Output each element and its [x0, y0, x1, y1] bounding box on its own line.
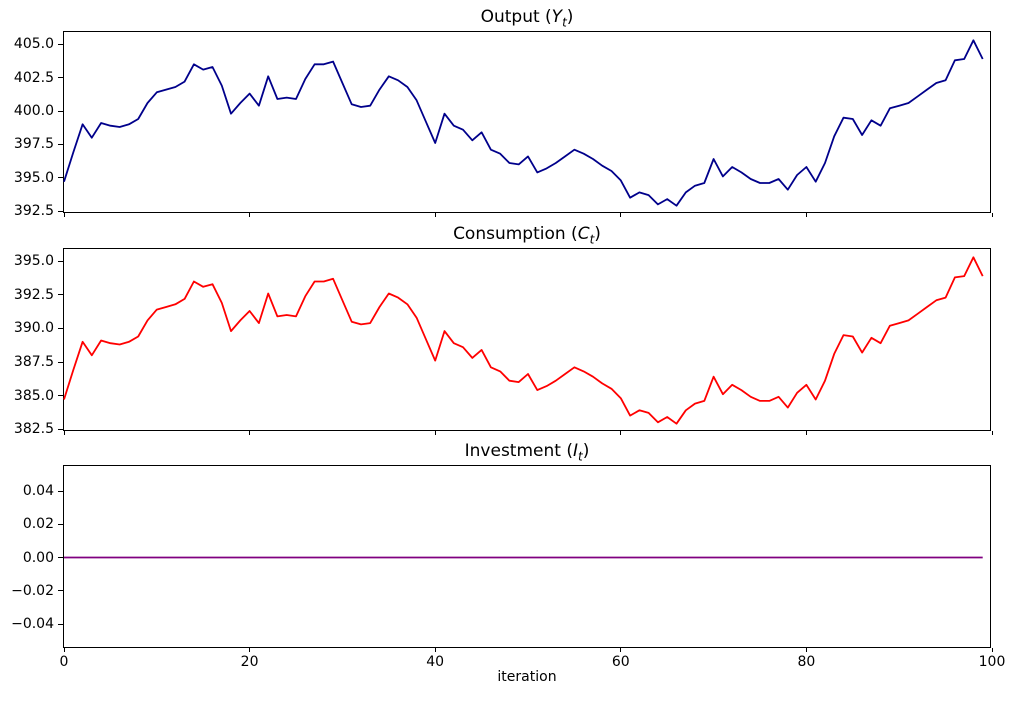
- y-tick-mark: [58, 490, 63, 492]
- y-tick-mark: [58, 177, 63, 179]
- x-tick-mark: [805, 648, 807, 652]
- x-tick-mark: [249, 213, 251, 217]
- xtick-label: 80: [797, 654, 816, 670]
- x-tick-mark: [620, 431, 622, 435]
- consumption-ytick-label: 395.0: [13, 253, 54, 270]
- x-tick-mark: [249, 431, 251, 435]
- y-tick-mark: [58, 143, 63, 145]
- y-tick-mark: [58, 260, 63, 262]
- x-tick-mark: [63, 213, 65, 217]
- y-tick-mark: [58, 77, 63, 79]
- y-tick-mark: [58, 327, 63, 329]
- consumption-ytick-label: 390.0: [13, 320, 54, 337]
- x-tick-mark: [991, 648, 993, 652]
- output-chart-title: Output (Yt): [480, 7, 574, 30]
- x-tick-mark: [63, 431, 65, 435]
- xtick-label: 0: [59, 654, 69, 670]
- xtick-label: 20: [240, 654, 259, 670]
- output-ytick-label: 392.5: [13, 203, 54, 220]
- y-tick-mark: [58, 623, 63, 625]
- x-tick-mark: [991, 213, 993, 217]
- y-tick-mark: [58, 210, 63, 212]
- investment-chart: Investment (It) −0.04 −0.02 0.00 0.02 0.04 0 20…: [11, 441, 1005, 670]
- consumption-line: [63, 256, 984, 425]
- output-ytick-label: 395.0: [13, 169, 54, 186]
- investment-chart-title: Investment (It): [464, 441, 590, 464]
- y-tick-mark: [58, 361, 63, 363]
- x-tick-mark: [63, 648, 65, 652]
- investment-ytick-label: −0.02: [11, 582, 54, 599]
- x-axis-label: iteration: [497, 669, 557, 685]
- output-line: [63, 39, 984, 207]
- y-tick-mark: [58, 557, 63, 558]
- consumption-chart-title: Consumption (Ct): [453, 224, 601, 247]
- investment-ytick-label: 0.04: [22, 483, 54, 499]
- y-tick-mark: [58, 110, 63, 112]
- investment-ytick-label: −0.04: [11, 616, 54, 632]
- x-tick-mark: [805, 431, 807, 435]
- consumption-ytick-label: 387.5: [13, 354, 54, 370]
- xtick-label: 40: [426, 654, 445, 670]
- x-tick-mark: [434, 213, 436, 217]
- y-tick-mark: [58, 294, 63, 296]
- x-tick-mark: [249, 648, 251, 652]
- x-tick-mark: [991, 431, 993, 435]
- output-ytick-label: 405.0: [13, 36, 54, 53]
- y-tick-mark: [58, 43, 63, 45]
- y-tick-mark: [58, 395, 63, 396]
- consumption-ytick-label: 385.0: [13, 387, 54, 404]
- investment-ytick-label: 0.02: [22, 516, 54, 533]
- output-ytick-label: 397.5: [13, 136, 54, 153]
- consumption-ytick-label: 392.5: [13, 286, 54, 303]
- y-tick-mark: [58, 590, 63, 592]
- x-tick-mark: [620, 648, 622, 652]
- output-ytick-label: 402.5: [13, 69, 54, 86]
- x-tick-mark: [805, 213, 807, 217]
- xtick-label: 100: [978, 654, 1006, 670]
- y-tick-mark: [58, 428, 63, 430]
- x-tick-mark: [434, 648, 436, 652]
- x-tick-mark: [434, 431, 436, 435]
- xtick-label: 60: [611, 654, 630, 670]
- investment-ytick-label: 0.00: [22, 549, 54, 566]
- consumption-chart: Consumption (Ct) 382.5 385.0 387.5 390.0 392.…: [14, 224, 993, 437]
- y-tick-mark: [58, 523, 63, 525]
- output-ytick-label: 400.0: [13, 103, 54, 119]
- x-tick-mark: [620, 213, 622, 217]
- consumption-ytick-label: 382.5: [13, 421, 54, 437]
- output-chart: Output (Yt) 392.5 395.0 397.5 400.0 402.5 405.…: [14, 7, 993, 219]
